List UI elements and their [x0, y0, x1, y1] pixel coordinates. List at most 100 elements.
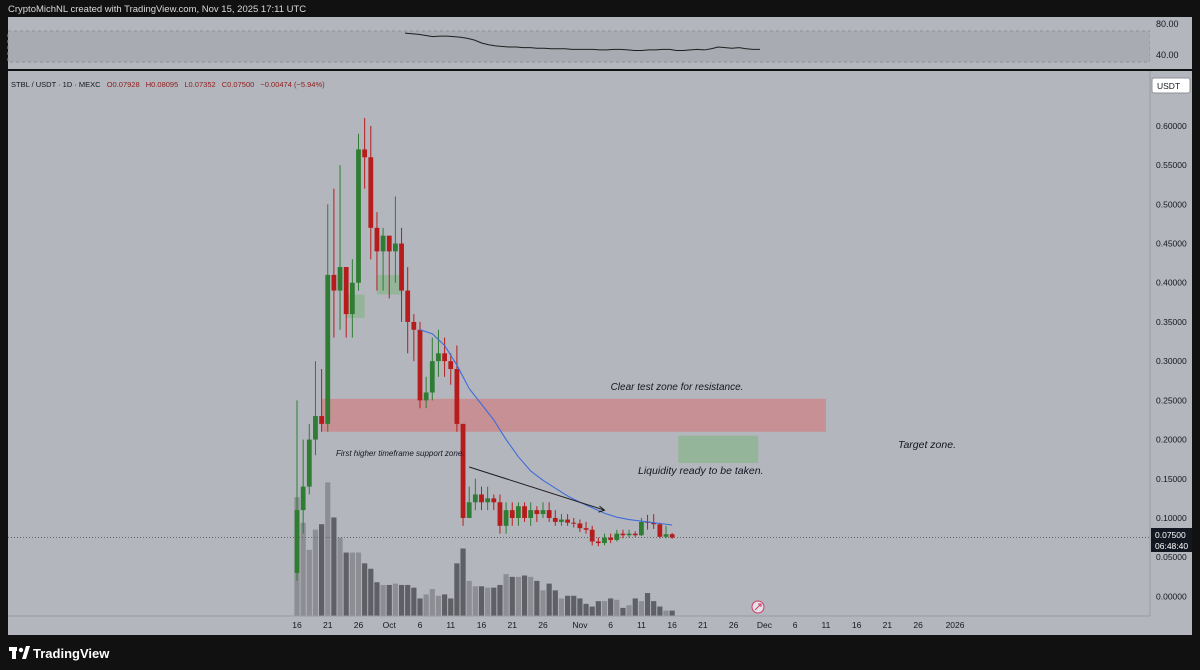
time-tick-label: 6: [793, 620, 798, 630]
volume-bar: [669, 610, 675, 616]
candle-body: [663, 534, 669, 537]
candle-body: [577, 523, 583, 529]
volume-bar: [454, 563, 460, 616]
legend-line: STBL / USDT · 1D · MEXC O0.07928 H0.0809…: [11, 80, 325, 89]
volume-bar: [521, 575, 528, 616]
time-tick-label: 16: [477, 620, 487, 630]
time-tick-label: Dec: [757, 620, 773, 630]
candle-body: [620, 533, 626, 536]
volume-bar: [472, 586, 478, 616]
candle-body: [380, 235, 386, 252]
candle-body: [313, 416, 318, 440]
candle-body: [362, 149, 368, 158]
time-tick-label: 21: [883, 620, 893, 630]
time-tick-label: 11: [446, 620, 455, 630]
price-tick-label: 0.15000: [1156, 474, 1187, 484]
candle-body: [300, 486, 306, 511]
volume-bar: [460, 548, 466, 616]
oscillator-axis: [1150, 17, 1192, 69]
volume-bar: [503, 574, 509, 616]
jump-to-realtime-icon[interactable]: [751, 600, 765, 614]
volume-bar: [343, 552, 349, 616]
oscillator-level-80: 80.00: [1156, 19, 1179, 29]
volume-bar: [368, 568, 374, 616]
candle-body: [669, 534, 675, 538]
moving-average-line: [419, 329, 673, 526]
price-pane[interactable]: [8, 71, 1150, 616]
time-tick-label: 21: [698, 620, 708, 630]
volume-bar: [558, 598, 565, 616]
volume-bar: [583, 603, 589, 616]
candle-body: [411, 321, 417, 330]
volume-bar: [300, 522, 306, 616]
volume-bar: [595, 601, 601, 616]
time-tick-label: 2026: [946, 620, 965, 630]
price-tick-label: 0.60000: [1156, 121, 1187, 131]
price-tick-label: 0.35000: [1156, 317, 1187, 327]
candle-body: [417, 329, 423, 401]
countdown-timer: 06:48:40: [1155, 541, 1188, 551]
candle-body: [331, 274, 337, 291]
volume-bar: [644, 593, 651, 616]
volume-bar: [571, 595, 577, 616]
candle-body: [565, 519, 570, 523]
volume-bar: [448, 598, 454, 616]
candle-body: [583, 528, 589, 530]
unit-badge[interactable]: [1151, 77, 1191, 94]
legend-close: C0.07500: [222, 80, 255, 89]
candle-body: [602, 537, 607, 544]
volume-bar: [509, 576, 515, 616]
time-tick-label: 16: [667, 620, 677, 630]
time-tick-label: 21: [508, 620, 518, 630]
price-tick-label: 0.45000: [1156, 239, 1187, 249]
candle-body: [546, 510, 552, 518]
candle-body: [429, 361, 435, 393]
candle-body: [306, 439, 312, 487]
volume-bar: [355, 552, 362, 616]
volume-bar: [491, 587, 497, 616]
time-axis[interactable]: [8, 616, 1150, 635]
time-axis-ticks: 16 21 26 Oct 6 11 16 21 26 Nov 6 11 16 21 26 Dec 6 11 16 21…: [292, 620, 965, 630]
candle-body: [442, 353, 447, 362]
volume-bar: [626, 605, 632, 616]
trendline-arrowhead: [598, 505, 606, 513]
candle-body: [503, 510, 509, 526]
volume-bar: [349, 552, 355, 616]
volume-bar: [528, 576, 534, 616]
candle-body: [516, 506, 521, 518]
volume-bar: [423, 594, 429, 616]
volume-bar: [380, 584, 386, 616]
volume-bar: [589, 606, 595, 616]
time-tick-label: 11: [637, 620, 646, 630]
candles-layer: [294, 118, 675, 581]
volume-bar: [601, 601, 608, 616]
header-credit: CryptoMichNL created with TradingView.co…: [8, 4, 306, 15]
candle-body: [639, 521, 644, 536]
candle-body: [651, 522, 657, 525]
target-zone: [678, 435, 759, 464]
candle-body: [393, 243, 398, 252]
candle-body: [466, 502, 472, 518]
legend-high: H0.08095: [146, 80, 179, 89]
candle-body: [294, 510, 300, 573]
candle-body: [374, 227, 380, 252]
time-tick-label: 16: [292, 620, 302, 630]
volume-bar: [466, 580, 472, 616]
volume-bar: [405, 584, 411, 616]
candle-body: [522, 506, 527, 518]
candle-body: [479, 494, 484, 503]
price-tick-label: 0.05000: [1156, 552, 1187, 562]
candle-body: [325, 274, 331, 424]
volume-bar: [614, 599, 620, 616]
price-axis[interactable]: [1150, 71, 1192, 616]
time-tick-label: 6: [418, 620, 423, 630]
volume-bar: [429, 589, 435, 616]
oscillator-level-40: 40.00: [1156, 50, 1179, 60]
price-tick-label: 0.10000: [1156, 513, 1187, 523]
price-tick-label: 0.40000: [1156, 278, 1187, 288]
candle-body: [614, 533, 620, 540]
candle-body: [595, 541, 601, 544]
price-tick-label: 0.20000: [1156, 435, 1187, 445]
candle-body: [571, 522, 577, 524]
